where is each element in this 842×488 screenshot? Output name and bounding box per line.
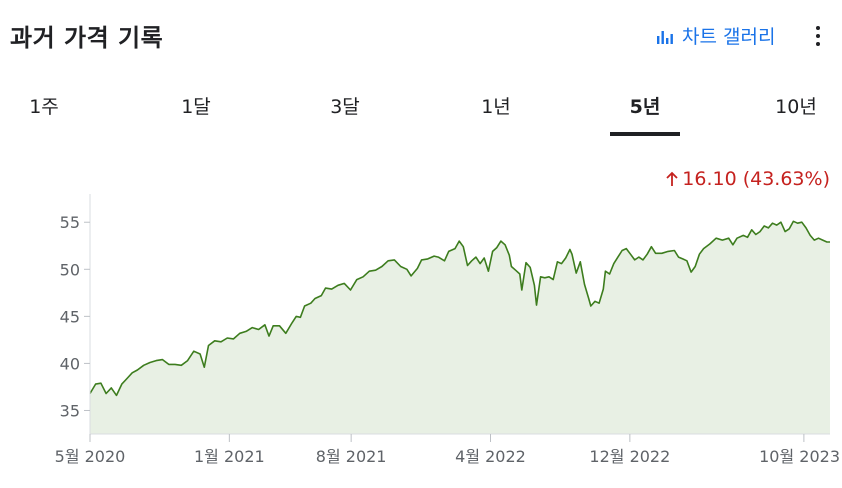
- range-tabs: 1주 1달 3달 1년 5년 10년: [0, 84, 842, 138]
- x-tick-label: 10월 2023: [759, 447, 840, 466]
- chart-gallery-label: 차트 갤러리: [682, 26, 776, 48]
- price-chart: 35 40 45 50 55 5월 2020 1월 2021 8월 2021 4월 2022 12…: [55, 194, 840, 466]
- y-tick-label: 50: [60, 260, 80, 279]
- x-tick-label: 5월 2020: [55, 447, 126, 466]
- y-tick-label: 40: [60, 354, 80, 373]
- tab-1y[interactable]: 1년: [481, 96, 511, 118]
- tab-1w[interactable]: 1주: [29, 96, 59, 118]
- x-tick-label: 8월 2021: [316, 447, 387, 466]
- price-area: [90, 221, 830, 434]
- y-tick-label: 55: [60, 213, 80, 232]
- x-tick-label: 1월 2021: [194, 447, 265, 466]
- x-tick-label: 4월 2022: [455, 447, 526, 466]
- bar-chart-icon: [657, 30, 673, 44]
- active-tab-indicator: [610, 132, 680, 136]
- x-tick-label: 12월 2022: [589, 447, 670, 466]
- more-vert-icon[interactable]: [806, 22, 830, 50]
- header: 과거 가격 기록 차트 갤러리: [0, 0, 842, 70]
- price-change-value: 16.10 (43.63%): [682, 168, 830, 190]
- tab-1m[interactable]: 1달: [181, 96, 211, 118]
- y-tick-label: 35: [60, 401, 80, 420]
- page-title: 과거 가격 기록: [10, 24, 164, 52]
- tab-5y[interactable]: 5년: [629, 96, 661, 118]
- tab-3m[interactable]: 3달: [330, 96, 360, 118]
- y-tick-label: 45: [60, 307, 80, 326]
- price-change: 16.10 (43.63%): [665, 168, 830, 190]
- price-line: [89, 220, 830, 397]
- chart-gallery-button[interactable]: 차트 갤러리: [656, 22, 775, 49]
- arrow-up-icon: [666, 171, 678, 186]
- tab-10y[interactable]: 10년: [775, 96, 817, 118]
